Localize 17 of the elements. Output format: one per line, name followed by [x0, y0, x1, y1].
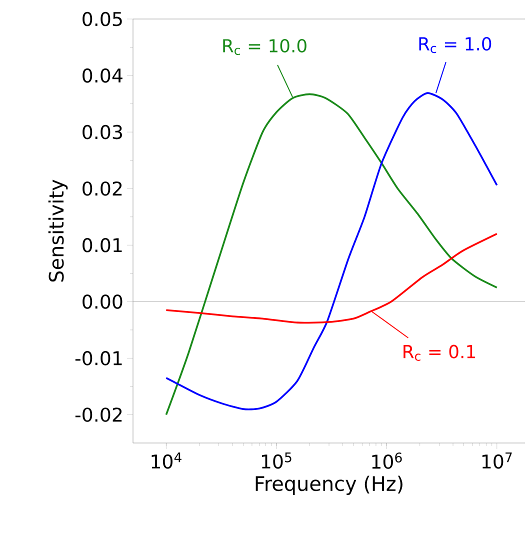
y-tick-label: 0.05 [82, 12, 122, 26]
annotation: R$_{c}$ = 0.1 [404, 344, 475, 361]
x-tick-label: 10$^{5}$ [262, 452, 292, 469]
y-tick-label: 0.03 [82, 124, 122, 140]
y-tick-label: 0.02 [82, 181, 122, 196]
x-axis-title: Frequency (Hz) [256, 476, 402, 495]
y-axis-title: Sensitivity [48, 180, 68, 282]
y-tick-label: 0.04 [82, 68, 122, 83]
x-tick-label: 10$^{7}$ [482, 452, 512, 469]
x-tick-label: 10$^{4}$ [152, 452, 182, 469]
y-tick-label: -0.02 [75, 408, 122, 422]
y-tick-label: 0.00 [82, 294, 122, 309]
y-tick-label: -0.01 [75, 351, 122, 366]
y-tick-label: 0.01 [82, 238, 122, 252]
x-tick-label: 10$^{6}$ [372, 452, 402, 469]
annotation: R$_{c}$ = 10.0 [223, 38, 306, 56]
annotation: R$_{c}$ = 1.0 [419, 37, 492, 54]
